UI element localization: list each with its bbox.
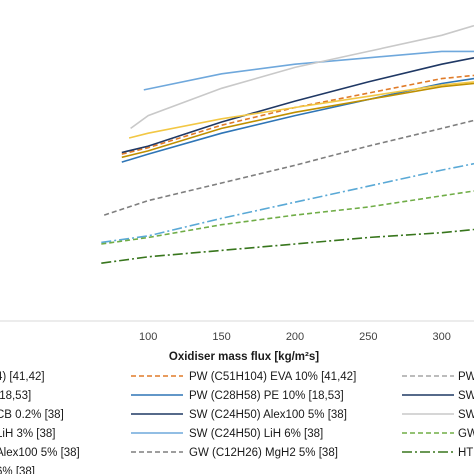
legend-label-col1: LiH 3% [38] (0, 428, 55, 440)
x-tick-label: 250 (359, 331, 377, 343)
legend-label-col1: CB 0.2% [38] (0, 409, 64, 421)
legend-label-col2: SW (C24H50) Alex100 5% [38] (189, 409, 347, 421)
x-tick-labels: 100 150 200 250 300 (139, 331, 451, 343)
legend-label-col3: GW (458, 428, 474, 440)
legend: 4) [41,42] [18,53] CB 0.2% [38] LiH 3% [38]… (0, 371, 474, 474)
series-line-9 (101, 162, 474, 244)
legend-label-col2: GW (C12H26) MgH2 5% [38] (189, 447, 338, 459)
legend-label-col1: [18,53] (0, 390, 31, 402)
series-line-6 (128, 81, 474, 139)
x-tick-label: 200 (286, 331, 304, 343)
legend-label-col3: SW (458, 409, 474, 421)
legend-label-col2: SW (C24H50) LiH 6% [38] (189, 428, 323, 440)
series-line-11 (101, 228, 474, 264)
x-tick-label: 100 (139, 331, 157, 343)
legend-label-col3: SW (458, 390, 474, 402)
series-lines (101, 24, 474, 264)
legend-label-col3: PW (458, 371, 474, 383)
legend-label-col1: 6% [38] (0, 466, 35, 474)
series-line-2 (121, 77, 474, 163)
legend-label-col1: Alex100 5% [38] (0, 447, 80, 459)
series-line-4 (143, 50, 474, 91)
series-line-5 (103, 119, 474, 216)
series-line-7 (121, 82, 474, 159)
x-tick-label: 300 (433, 331, 451, 343)
legend-label-col2: PW (C28H58) PE 10% [18,53] (189, 390, 344, 402)
series-line-3 (121, 57, 474, 154)
x-tick-label: 150 (212, 331, 230, 343)
series-line-8 (130, 24, 474, 130)
series-line-10 (101, 190, 474, 245)
legend-label-col1: 4) [41,42] (0, 371, 45, 383)
plot-area: 100 150 200 250 300 Oxidiser mass flux [kg/m… (0, 24, 474, 363)
legend-label-col3: HTP (458, 447, 474, 459)
legend-label-col2: PW (C51H104) EVA 10% [41,42] (189, 371, 356, 383)
x-axis-title: Oxidiser mass flux [kg/m²s] (169, 351, 319, 363)
